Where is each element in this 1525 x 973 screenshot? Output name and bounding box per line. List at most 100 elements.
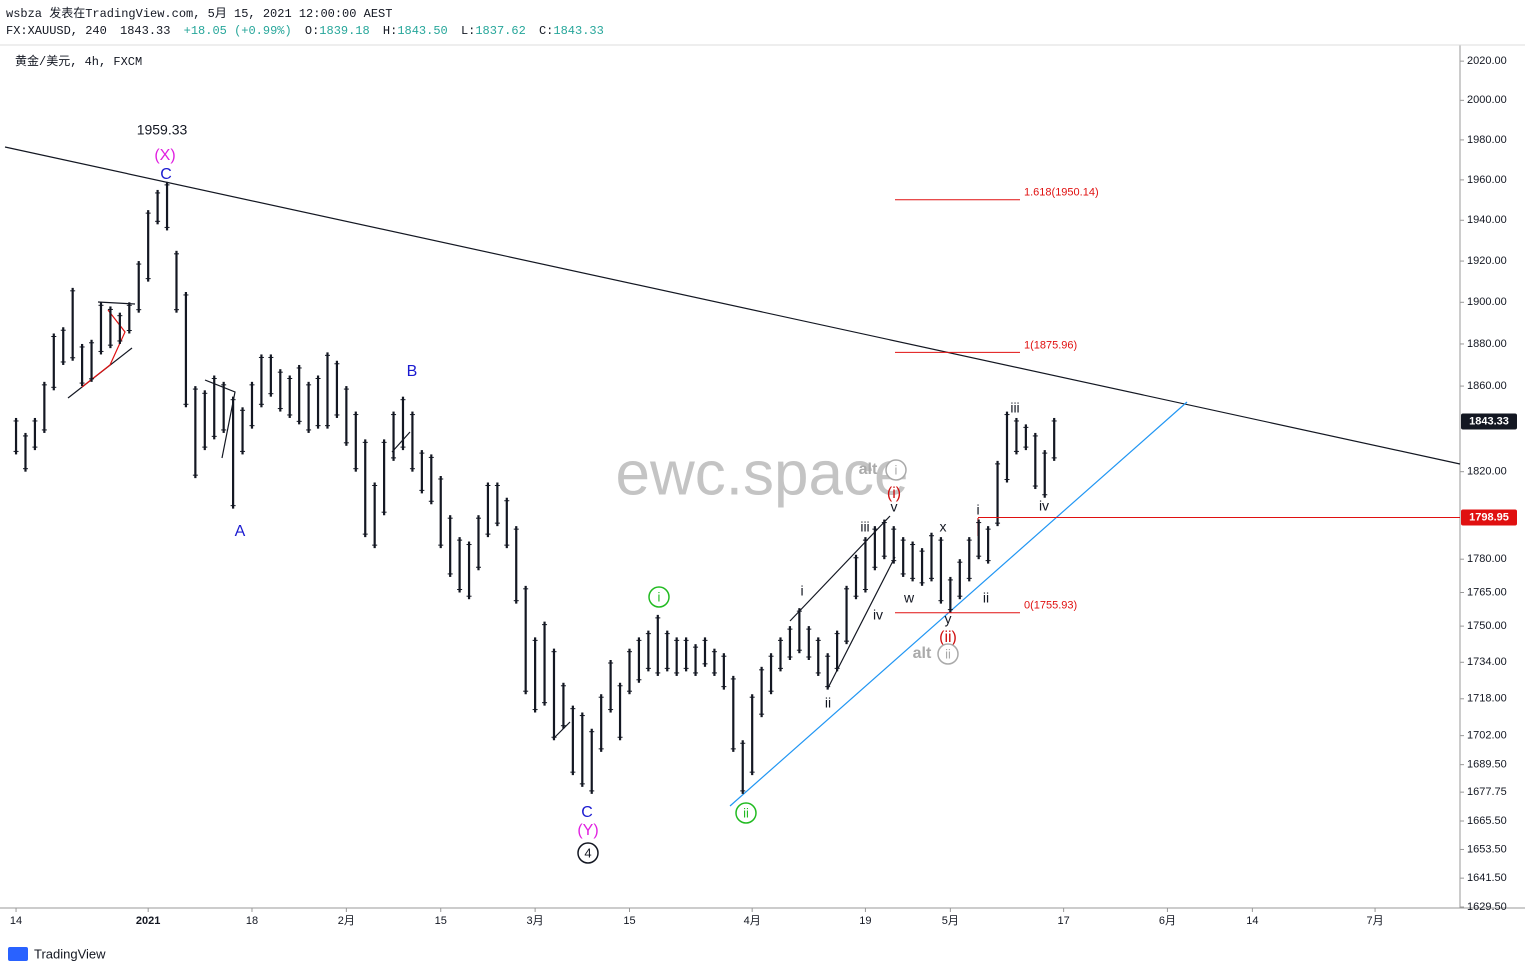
y-tick-label: 1765.00 <box>1467 586 1507 598</box>
x-tick-label: 3月 <box>527 915 544 927</box>
wedge-line <box>789 515 891 622</box>
wave-label: C <box>581 804 593 821</box>
ohlc-label: H: <box>383 24 397 38</box>
wave-label: (i) <box>887 485 901 502</box>
wave-label: v <box>891 499 898 515</box>
wedge-line <box>204 379 236 459</box>
price-label-box <box>1461 413 1517 430</box>
ohlc-label: L: <box>461 24 475 38</box>
trend-line <box>4 146 1461 465</box>
wave-circle <box>648 586 670 608</box>
wedge-line <box>552 721 571 740</box>
wedge-line <box>391 431 411 453</box>
wave-label: ii <box>945 646 951 661</box>
ohlc-value: 1843.33 <box>553 24 603 38</box>
x-tick-label: 18 <box>246 915 258 927</box>
x-tick-label: 15 <box>623 915 635 927</box>
y-tick-label: 1860.00 <box>1467 380 1507 392</box>
wave-label: A <box>235 523 246 540</box>
wave-label: (X) <box>154 147 175 164</box>
wave-circle <box>885 459 907 481</box>
ohlc-value: 1839.18 <box>319 24 369 38</box>
x-tick-label: 19 <box>859 915 871 927</box>
y-tick-label: 1960.00 <box>1467 174 1507 186</box>
price: 1843.33 <box>120 24 170 38</box>
y-tick-label: 1653.50 <box>1467 843 1507 855</box>
y-tick-label: 1920.00 <box>1467 255 1507 267</box>
wave-label: i <box>895 462 898 477</box>
fib-label: 1(1875.96) <box>1024 339 1077 351</box>
x-tick-label: 14 <box>10 915 22 927</box>
x-tick-label: 5月 <box>942 915 959 927</box>
y-tick-label: 1780.00 <box>1467 553 1507 565</box>
ohlc-value: 1837.62 <box>475 24 525 38</box>
y-tick-label: 1940.00 <box>1467 214 1507 226</box>
wave-label: C <box>160 166 172 183</box>
wave-label: x <box>940 519 947 535</box>
y-tick-label: 2000.00 <box>1467 94 1507 106</box>
wedge-line <box>827 556 896 689</box>
wave-label: iv <box>873 607 883 623</box>
price-label: 1798.95 <box>1469 511 1509 523</box>
quote-line: FX:XAUUSD, 240 1843.33 +18.05 (+0.99%) O… <box>6 24 604 38</box>
y-tick-label: 1900.00 <box>1467 296 1507 308</box>
wave-label: B <box>407 363 418 380</box>
x-tick-label: 6月 <box>1159 915 1176 927</box>
wave-label: 1959.33 <box>137 122 188 138</box>
wave-label: (Y) <box>577 822 598 839</box>
trend-line <box>729 401 1188 807</box>
x-tick-label: 14 <box>1246 915 1258 927</box>
y-tick-label: 1718.00 <box>1467 693 1507 705</box>
y-tick-label: 1980.00 <box>1467 134 1507 146</box>
x-tick-label: 2月 <box>338 915 355 927</box>
wave-label: alt <box>913 645 932 662</box>
wave-label: w <box>903 590 915 606</box>
symbol: FX:XAUUSD, 240 <box>6 24 107 38</box>
wave-path <box>81 309 126 388</box>
wave-label: alt <box>859 461 878 478</box>
publish-info: wsbza 发表在TradingView.com, 5月 15, 2021 12… <box>6 5 392 21</box>
ohlc-label: O: <box>305 24 319 38</box>
y-tick-label: 1689.50 <box>1467 759 1507 771</box>
ohlc-label: C: <box>539 24 553 38</box>
price-label-box <box>1461 509 1517 526</box>
wave-label: iii <box>860 519 869 535</box>
y-tick-label: 1629.50 <box>1467 901 1507 913</box>
watermark: ewc.space <box>616 439 909 508</box>
y-tick-label: 1880.00 <box>1467 338 1507 350</box>
y-tick-label: 1702.00 <box>1467 730 1507 742</box>
y-tick-label: 1677.75 <box>1467 786 1507 798</box>
change: +18.05 (+0.99%) <box>184 24 292 38</box>
price-bars <box>13 181 1057 794</box>
x-tick-label: 7月 <box>1366 915 1383 927</box>
wave-label: iii <box>1010 400 1019 416</box>
logo-icon <box>8 947 28 961</box>
y-tick-label: 1665.50 <box>1467 815 1507 827</box>
x-tick-label: 4月 <box>744 915 761 927</box>
wave-label: (ii) <box>939 629 957 646</box>
y-tick-label: 1750.00 <box>1467 620 1507 632</box>
y-tick-label: 1820.00 <box>1467 466 1507 478</box>
x-tick-label: 15 <box>435 915 447 927</box>
wave-label: ii <box>743 805 749 820</box>
wave-label: i <box>800 583 803 599</box>
price-label: 1843.33 <box>1469 415 1509 427</box>
wave-label: y <box>945 611 952 627</box>
footer-brand: TradingView <box>34 946 106 961</box>
wave-label: 4 <box>584 845 591 860</box>
ohlc-value: 1843.50 <box>397 24 447 38</box>
wave-label: ii <box>825 695 831 711</box>
fib-label: 1.618(1950.14) <box>1024 187 1099 199</box>
wave-label: i <box>976 502 979 518</box>
y-tick-label: 2020.00 <box>1467 55 1507 67</box>
wave-circle <box>937 643 959 665</box>
wave-label: i <box>658 589 661 604</box>
wave-circle <box>735 802 757 824</box>
x-tick-label: 2021 <box>136 915 160 927</box>
wave-label: ii <box>983 590 989 606</box>
chart-title: 黄金/美元, 4h, FXCM <box>15 53 142 69</box>
y-tick-label: 1641.50 <box>1467 872 1507 884</box>
logo: TradingView <box>8 946 106 961</box>
